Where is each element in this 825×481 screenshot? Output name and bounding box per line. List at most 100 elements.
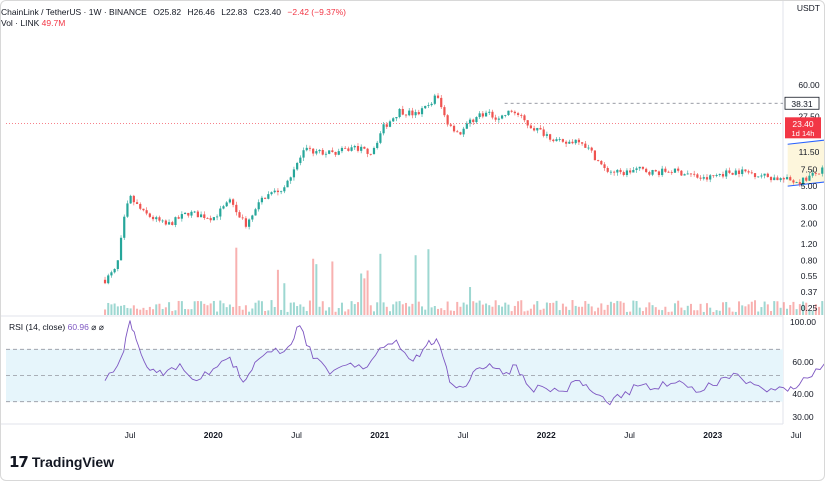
candle-body [280, 191, 283, 193]
candle-body [376, 142, 379, 149]
time-tick-label: Jul [458, 430, 469, 440]
currency-label[interactable]: USDT [796, 3, 820, 13]
volume-bar [148, 306, 151, 315]
candle-body [821, 167, 824, 174]
candle-body [251, 215, 254, 220]
volume-bar [424, 309, 427, 315]
volume-bar [360, 273, 363, 315]
volume-bar [507, 304, 510, 315]
candle-body [683, 174, 686, 176]
time-tick-label: 2021 [370, 430, 389, 440]
price-tick-label: 7.50 [801, 165, 818, 175]
volume-bar [136, 308, 139, 315]
candle-body [532, 128, 536, 131]
volume-bar [324, 310, 327, 315]
volume-bar [334, 311, 337, 315]
candle-body [337, 151, 340, 155]
candle-body [158, 217, 161, 221]
volume-bar [232, 306, 235, 315]
candle-body [129, 195, 132, 204]
candles-group [103, 93, 824, 285]
tradingview-logo[interactable]: 17 TradingView [9, 453, 114, 471]
volume-bar [267, 310, 270, 315]
candle-body [619, 169, 622, 173]
candle-body [289, 177, 292, 181]
volume-bar [664, 306, 667, 315]
volume-bar [805, 302, 808, 315]
candle-body [452, 125, 456, 132]
volume-bar [792, 301, 795, 315]
candle-body [516, 113, 520, 115]
volume-bar [475, 302, 478, 315]
candle-body [728, 170, 731, 173]
candle-body [363, 146, 366, 149]
last-price-label: 23.40 [792, 119, 814, 129]
candle-body [555, 139, 558, 142]
candle-body [404, 114, 408, 116]
price-tick-label: 3.00 [801, 202, 818, 212]
candle-body [180, 214, 183, 219]
volume-bar [725, 301, 728, 315]
candle-body [151, 216, 155, 220]
volume-bar [417, 301, 420, 315]
volume-bar [392, 304, 395, 315]
volume-bar [308, 300, 311, 315]
volume-bar [635, 301, 638, 315]
candle-body [347, 148, 350, 151]
volume-bar [126, 307, 129, 315]
candle-body [814, 172, 817, 174]
eye-icon[interactable]: ⌀ [91, 322, 97, 332]
volume-bar [369, 305, 372, 315]
volume-bar [104, 309, 107, 315]
volume-bar [638, 307, 641, 315]
volume-bar [270, 300, 273, 315]
volume-bar [440, 308, 443, 315]
candle-body [334, 152, 337, 155]
logo-mark-icon: 17 [9, 453, 29, 471]
volume-bar [696, 310, 699, 315]
volume-bar [568, 309, 571, 315]
volume-bar [430, 307, 433, 315]
candle-body [360, 146, 363, 151]
volume-bar [264, 310, 267, 315]
volume-bar [510, 311, 513, 315]
symbol-title[interactable]: ChainLink / TetherUS · 1W · BINANCE [1, 7, 147, 17]
price-tick-label: 60.00 [798, 80, 820, 90]
volume-bar [184, 309, 187, 315]
candle-body [164, 220, 167, 225]
candle-body [497, 118, 500, 120]
candle-body [581, 142, 584, 144]
candle-body [312, 148, 315, 154]
candle-body [388, 121, 392, 127]
volume-bar [766, 304, 769, 315]
volume-bar [721, 302, 724, 315]
candle-body [436, 95, 440, 98]
volume-bar [613, 303, 616, 315]
volume-bar [286, 311, 289, 315]
candle-body [664, 168, 667, 172]
volume-bar [750, 301, 753, 315]
volume-label[interactable]: Vol · LINK [1, 18, 40, 28]
candle-body [523, 115, 526, 121]
volume-bar [123, 305, 126, 315]
time-tick-label: Jul [291, 430, 302, 440]
volume-bar [174, 310, 177, 315]
volume-bar [555, 300, 558, 315]
volume-bar [340, 302, 343, 315]
candle-body [661, 168, 664, 176]
rsi-legend: RSI (14, close) 60.96 ⌀ ⌀ [9, 322, 104, 333]
volume-bar [648, 302, 651, 315]
crossed-circle-icon[interactable]: ⌀ [98, 322, 104, 332]
candle-body [702, 177, 705, 179]
candle-body [484, 112, 488, 117]
volume-bar [629, 311, 632, 315]
price-tick-label: 27.50 [798, 112, 820, 122]
rsi-label[interactable]: RSI (14, close) [9, 322, 66, 332]
volume-bar [244, 305, 247, 315]
rsi-tick-label: 40.00 [792, 389, 814, 399]
volume-bar [248, 311, 251, 315]
volume-bar [180, 301, 183, 315]
candle-body [744, 169, 747, 172]
volume-bar [347, 309, 350, 315]
